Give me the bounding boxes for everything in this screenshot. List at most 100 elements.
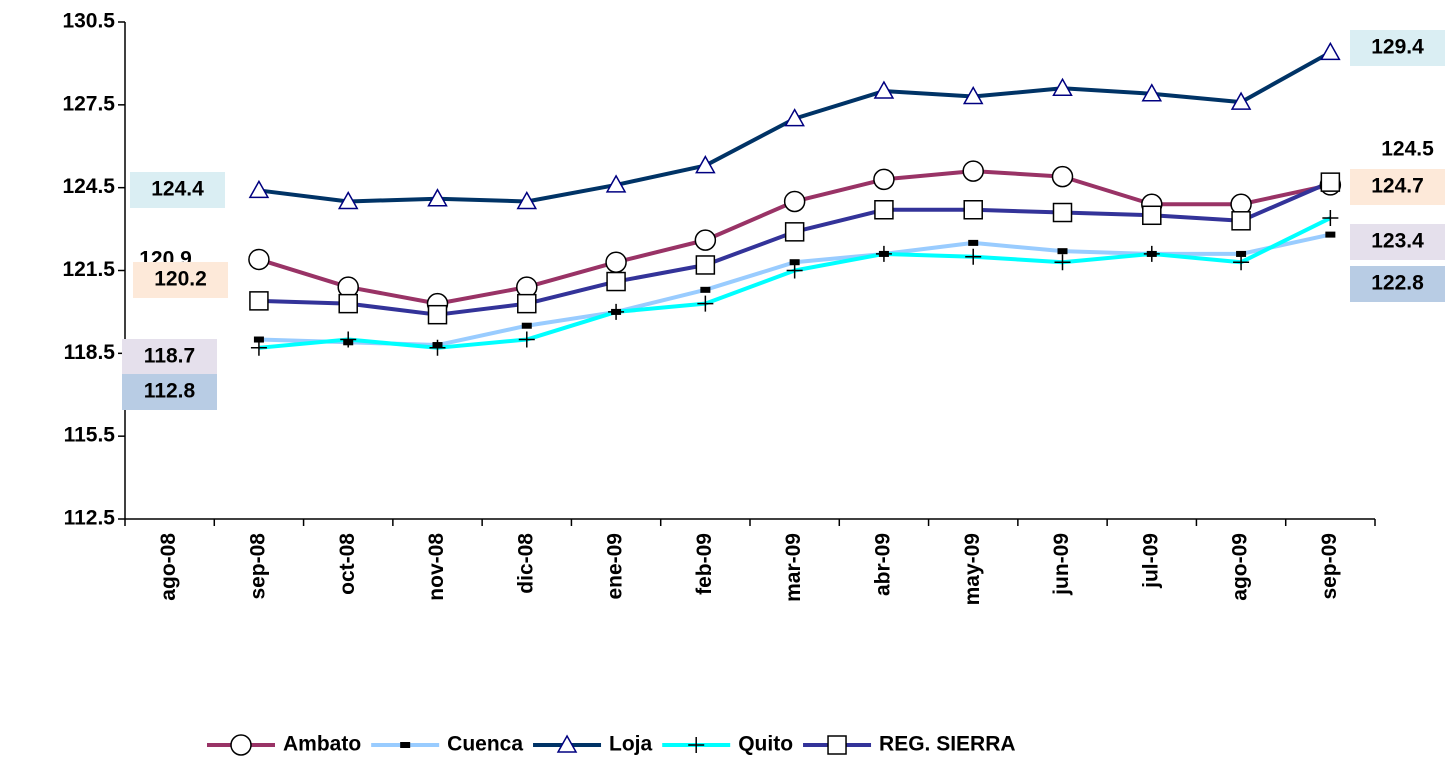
- annotation: 124.7: [1371, 175, 1424, 198]
- data-point: [1325, 231, 1336, 238]
- annotation: 124.4: [151, 178, 204, 201]
- annotation: 112.8: [144, 380, 196, 403]
- y-tick-label: 115.5: [64, 424, 116, 447]
- data-point: [1141, 83, 1163, 102]
- x-tick-label: dic-08: [514, 533, 537, 594]
- legend-label: Cuenca: [447, 733, 523, 756]
- x-tick-label: nov-08: [425, 533, 448, 601]
- data-point: [695, 255, 716, 275]
- data-point: [697, 295, 714, 312]
- annotation-box: [122, 339, 217, 375]
- legend-label: Ambato: [283, 733, 361, 756]
- data-point: [1233, 254, 1250, 271]
- annotation-box: [1350, 224, 1445, 260]
- data-point: [248, 248, 270, 271]
- legend-marker: [688, 737, 705, 753]
- data-point: [340, 331, 357, 348]
- y-tick-label: 130.5: [62, 10, 115, 33]
- data-point: [1231, 211, 1251, 231]
- annotation-box: [130, 172, 225, 208]
- annotation: 123.4: [1371, 230, 1424, 253]
- data-point: [1236, 250, 1247, 257]
- data-point: [429, 339, 446, 356]
- data-point: [427, 304, 448, 325]
- x-tick-label: abr-09: [871, 533, 894, 596]
- data-point: [1320, 41, 1341, 61]
- x-tick-label: jun-09: [1050, 533, 1073, 596]
- data-point: [875, 245, 892, 262]
- x-tick-label: oct-08: [336, 533, 359, 595]
- data-point: [517, 293, 537, 314]
- x-tick-label: mar-09: [782, 533, 805, 602]
- annotation-box: [1350, 30, 1445, 66]
- annotation-box: [133, 262, 228, 298]
- data-point: [605, 251, 627, 273]
- data-point: [965, 248, 982, 265]
- data-point: [700, 286, 711, 293]
- data-point: [1057, 248, 1068, 255]
- data-point: [1052, 77, 1073, 97]
- data-point: [694, 229, 717, 251]
- data-point: [1320, 172, 1341, 192]
- data-point: [1051, 165, 1074, 188]
- annotation-box: [1350, 266, 1445, 302]
- data-point: [248, 179, 270, 199]
- legend-marker: [827, 735, 847, 755]
- x-tick-label: sep-09: [1318, 533, 1341, 600]
- legend-label: Loja: [609, 733, 652, 756]
- data-point: [605, 174, 627, 193]
- data-point: [874, 200, 894, 220]
- data-point: [253, 336, 264, 343]
- series-line: [258, 50, 1332, 204]
- x-tick-label: ago-08: [157, 533, 180, 601]
- legend-label: REG. SIERRA: [879, 733, 1016, 756]
- data-point: [521, 322, 532, 329]
- legend-marker: [230, 734, 252, 756]
- data-point: [1142, 205, 1162, 226]
- data-point: [695, 155, 716, 174]
- data-point: [250, 339, 267, 356]
- data-point: [784, 108, 805, 127]
- data-point: [1052, 202, 1073, 223]
- annotation: 120.2: [154, 268, 207, 291]
- data-point: [784, 222, 805, 242]
- annotation: 122.8: [1371, 272, 1424, 295]
- y-tick-label: 121.5: [62, 258, 115, 281]
- annotation: 129.4: [1371, 36, 1424, 59]
- y-tick-label: 124.5: [62, 175, 115, 198]
- x-tick-label: jul-09: [1139, 533, 1162, 589]
- x-tick-label: sep-08: [246, 533, 269, 600]
- legend-label: Quito: [738, 733, 793, 756]
- data-point: [962, 160, 984, 182]
- annotation: 118.7: [144, 345, 195, 368]
- data-point: [789, 259, 800, 266]
- y-tick-label: 118.5: [64, 341, 116, 364]
- series-line: [258, 232, 1331, 348]
- data-point: [249, 291, 269, 311]
- legend-marker: [400, 742, 411, 748]
- x-tick-label: ene-09: [604, 533, 627, 600]
- data-point: [518, 331, 535, 348]
- y-tick-label: 127.5: [62, 92, 115, 115]
- data-point: [606, 271, 626, 292]
- data-point: [783, 190, 806, 213]
- legend: Ambato Cuenca Loja Quito REG. SIERRA: [207, 733, 1016, 756]
- data-point: [1230, 91, 1252, 110]
- y-tick-label: 112.5: [64, 507, 116, 530]
- data-point: [873, 168, 895, 191]
- data-point: [963, 200, 983, 220]
- x-tick-label: may-09: [961, 533, 984, 605]
- data-point: [1322, 210, 1339, 227]
- annotation-box: [1350, 169, 1445, 205]
- annotation: 124.5: [1381, 138, 1434, 161]
- x-tick-label: ago-09: [1229, 533, 1252, 601]
- data-point: [873, 80, 895, 99]
- data-point: [962, 86, 984, 105]
- legend-marker: [556, 734, 578, 753]
- data-point: [516, 190, 538, 210]
- data-point: [427, 188, 448, 207]
- annotation-box: [122, 374, 217, 410]
- data-point: [968, 239, 979, 246]
